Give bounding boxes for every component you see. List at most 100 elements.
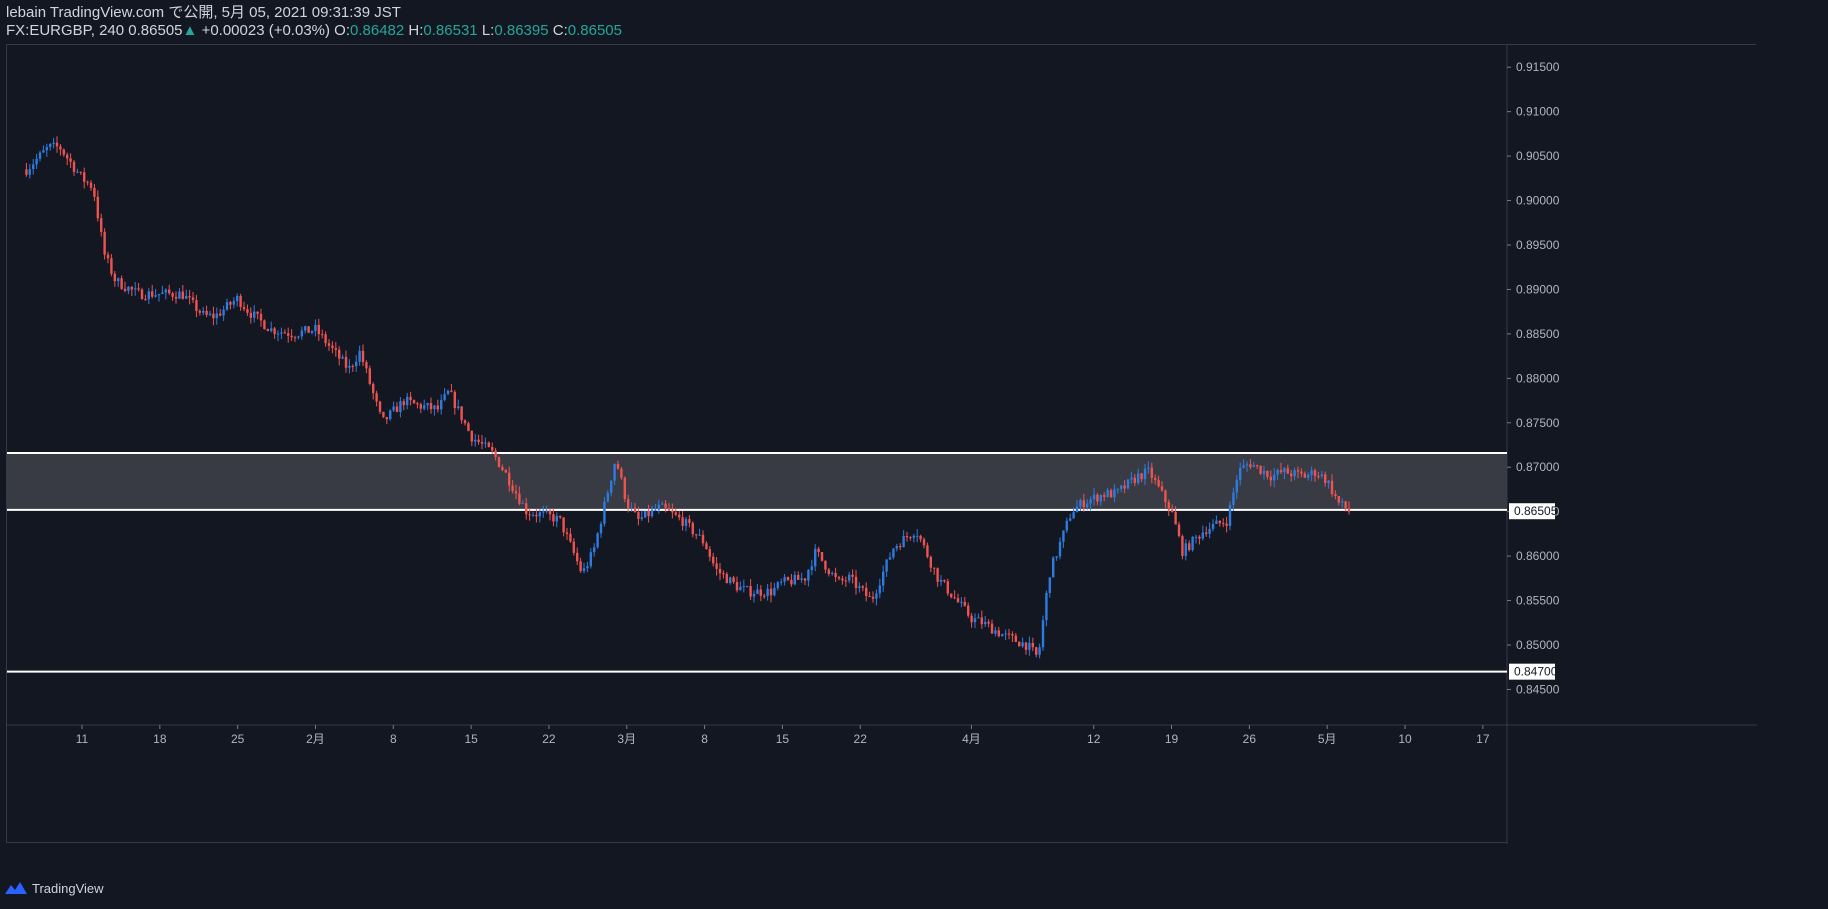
candle-body (147, 291, 151, 300)
candle-body (259, 313, 263, 321)
candle-body (1167, 502, 1171, 510)
candle-body (66, 154, 69, 159)
candle-body (732, 577, 735, 582)
candle-body (232, 301, 236, 305)
candle-body (878, 585, 882, 594)
candle-body (361, 350, 365, 363)
price-axis-pane[interactable] (1507, 45, 1757, 844)
candle-body (1130, 477, 1133, 480)
candle-body (1259, 465, 1262, 474)
candle-body (763, 595, 766, 597)
candle-body (1184, 543, 1188, 556)
candle-body (314, 324, 317, 332)
candle-body (72, 161, 76, 172)
candle-body (1011, 633, 1014, 636)
candle-body (1300, 471, 1303, 474)
candle-body (514, 491, 518, 494)
candle-body (803, 578, 807, 581)
candle-body (154, 295, 157, 297)
candle-body (1154, 478, 1157, 480)
candle-body (208, 313, 212, 315)
x-tick-label: 15 (464, 732, 478, 746)
candle-body (1069, 518, 1072, 521)
candle-body (419, 404, 423, 409)
candle-body (59, 146, 62, 150)
candle-body (1303, 473, 1307, 478)
y-tick-label: 0.91500 (1516, 60, 1560, 74)
candle-body (936, 568, 939, 582)
candle-body (191, 297, 195, 300)
candle-body (484, 442, 487, 444)
candle-body (875, 593, 878, 599)
high-value: 0.86531 (423, 22, 478, 39)
candle-body (929, 556, 933, 568)
y-tick-label: 0.88000 (1516, 371, 1560, 385)
candle-body (1004, 633, 1007, 635)
candle-body (334, 348, 338, 350)
candle-body (610, 480, 613, 493)
candle-body (854, 576, 858, 589)
candle-body (1164, 490, 1167, 503)
candle-body (433, 405, 436, 410)
candle-body (814, 548, 817, 567)
candle-body (735, 581, 739, 591)
candle-body (831, 573, 834, 575)
candle-body (283, 332, 287, 334)
candle-body (290, 335, 293, 338)
candle-body (1001, 634, 1004, 637)
candle-body (242, 306, 246, 310)
candle-body (1123, 485, 1126, 489)
candle-body (797, 575, 800, 580)
candle-body (654, 509, 657, 511)
candle-body (355, 361, 358, 367)
candle-body (134, 288, 137, 290)
candle-body (899, 546, 902, 548)
candle-body (640, 517, 644, 519)
candle-body (1021, 642, 1024, 647)
candle-body (395, 406, 399, 413)
support-price-label (1509, 663, 1555, 680)
candle-body (926, 545, 929, 557)
candle-body (215, 313, 219, 319)
symbol-label: FX:EURGBP, 240 (6, 22, 125, 39)
candle-body (127, 286, 130, 291)
candle-body (1208, 528, 1211, 534)
candle-body (1024, 642, 1028, 650)
candle-body (559, 515, 562, 518)
x-tick-label: 15 (776, 732, 790, 746)
candle-body (161, 292, 164, 295)
candle-body (229, 302, 232, 305)
candle-body (273, 328, 276, 335)
candle-body (344, 356, 348, 368)
candle-body (1133, 477, 1137, 483)
candle-body (950, 593, 953, 598)
candle-body (708, 549, 712, 557)
price-chart[interactable]: 0.845000.850000.855000.860000.865000.870… (7, 45, 1757, 844)
candle-body (684, 519, 688, 526)
candle-body (1055, 556, 1058, 558)
candle-body (1307, 474, 1310, 478)
candle-body (412, 400, 416, 404)
candle-body (86, 181, 89, 183)
candle-body (661, 503, 664, 505)
candle-body (858, 586, 861, 589)
candle-body (1313, 470, 1317, 477)
chart-area[interactable]: 0.845000.850000.855000.860000.865000.870… (6, 44, 1757, 844)
candle-body (739, 586, 742, 591)
candle-body (399, 401, 402, 413)
candle-body (372, 383, 375, 394)
publish-info: lebain TradingView.com で公開, 5月 05, 2021 … (6, 4, 401, 21)
y-tick-label: 0.88500 (1516, 327, 1560, 341)
candle-body (222, 309, 225, 316)
candle-body (678, 514, 681, 518)
candle-body (504, 469, 508, 473)
candle-body (406, 396, 409, 406)
candle-body (1031, 642, 1035, 648)
candle-body (253, 311, 256, 318)
candle-body (198, 310, 202, 313)
candle-body (368, 368, 372, 384)
candle-body (967, 605, 970, 616)
candle-body (630, 507, 633, 509)
footer-brand: TradingView (32, 880, 104, 896)
resistance-zone[interactable] (7, 453, 1507, 510)
